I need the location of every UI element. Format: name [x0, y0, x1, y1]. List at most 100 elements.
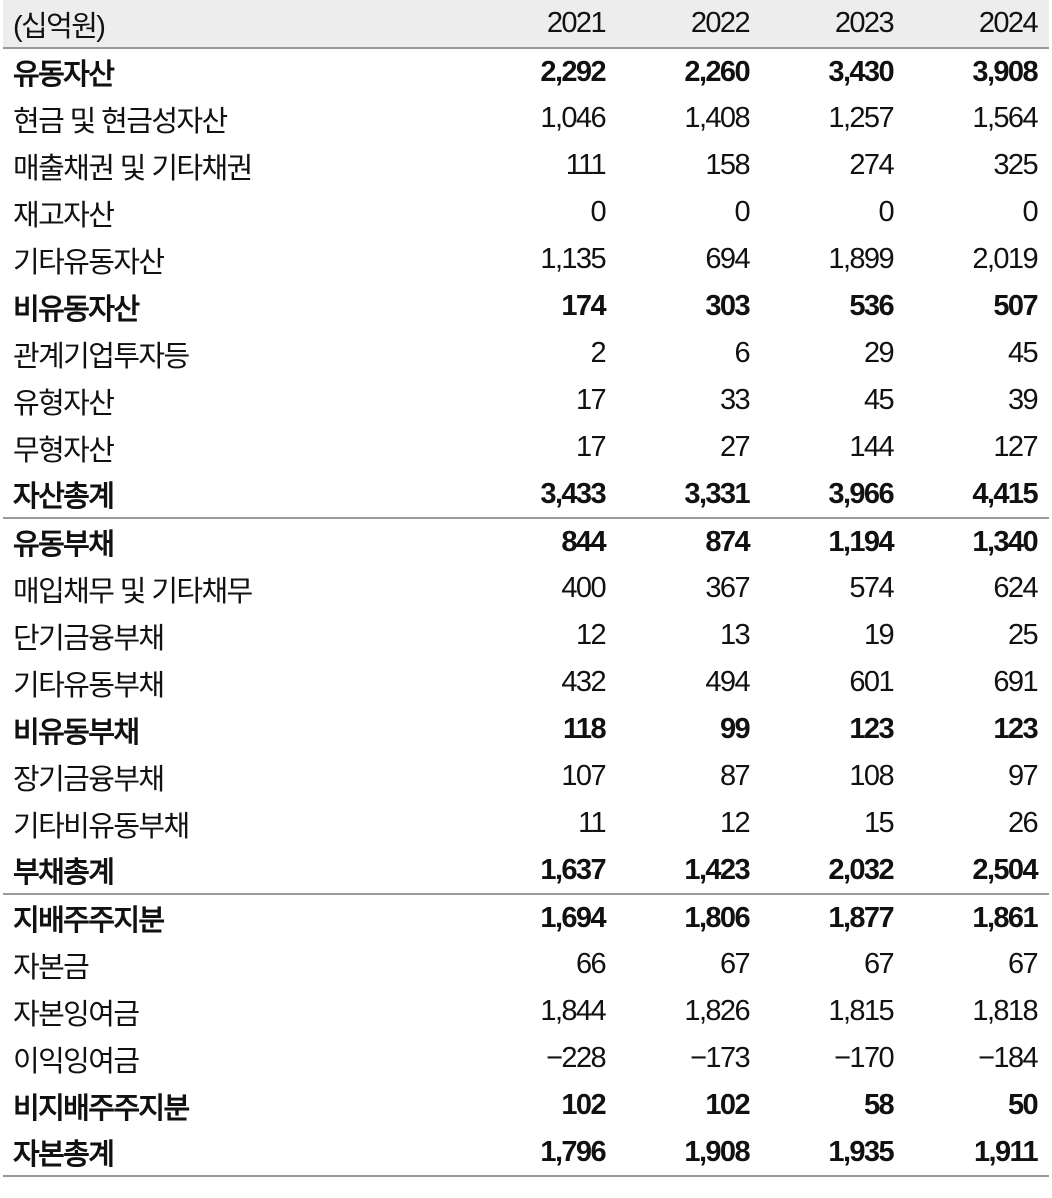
table-row: 기타유동부채 432 494 601 691	[3, 659, 1049, 706]
value-cell: 67	[719, 948, 751, 980]
header-row: (십억원) 2021 2022 2023 2024	[3, 0, 1049, 48]
value-cell: 1,340	[905, 517, 1049, 565]
row-label: 현금 및 현금성자산	[13, 105, 228, 138]
value-cell: 325	[993, 149, 1038, 181]
table-row: 이익잉여금 −228 −173 −170 −184	[3, 1035, 1049, 1082]
value-cell: 1,564	[972, 102, 1038, 134]
table-row: 유동자산 2,292 2,260 3,430 3,908	[3, 48, 1049, 95]
value-cell: −173	[690, 1042, 751, 1074]
value-cell: 3,331	[684, 477, 750, 510]
value-cell: 17	[575, 384, 607, 416]
row-label: 자본잉여금	[13, 998, 140, 1031]
table-row: 자본금 66 67 67 67	[3, 941, 1049, 988]
value-cell: 2,292	[540, 55, 606, 88]
value-cell: 67	[863, 948, 895, 980]
value-cell: 19	[863, 619, 895, 651]
row-label: 비유동자산	[13, 293, 140, 326]
value-cell: 15	[863, 807, 895, 839]
value-cell: 1,899	[828, 243, 894, 275]
value-cell: 1,911	[905, 1129, 1049, 1177]
year-header: 2022	[690, 7, 751, 39]
value-cell: 1,818	[972, 995, 1038, 1027]
value-cell: 694	[705, 243, 750, 275]
row-label: 자본총계	[3, 1129, 473, 1177]
row-label: 지배주주지분	[3, 893, 473, 941]
table-row: 부채총계 1,637 1,423 2,032 2,504	[3, 847, 1049, 894]
value-cell: 174	[561, 290, 606, 322]
row-label: 유동부채	[3, 517, 473, 565]
value-cell: 400	[561, 572, 606, 604]
value-cell: 2,032	[828, 853, 894, 886]
table-row: 현금 및 현금성자산 1,046 1,408 1,257 1,564	[3, 95, 1049, 142]
value-cell: 2,019	[972, 243, 1038, 275]
value-cell: 123	[993, 713, 1038, 745]
table-row: 장기금융부채 107 87 108 97	[3, 753, 1049, 800]
value-cell: 1,423	[684, 853, 750, 886]
row-label: 재고자산	[13, 199, 115, 232]
value-cell: 494	[705, 666, 750, 698]
value-cell: 50	[1007, 1089, 1039, 1121]
value-cell: 3,908	[972, 55, 1038, 88]
value-cell: 97	[1007, 760, 1039, 792]
value-cell: 1,194	[761, 517, 905, 565]
row-label: 단기금융부채	[13, 622, 165, 655]
table-header: (십억원) 2021 2022 2023 2024	[3, 0, 1049, 48]
value-cell: 1,408	[684, 102, 750, 134]
value-cell: 6	[734, 337, 750, 369]
value-cell: 432	[561, 666, 606, 698]
row-label: 매입채무 및 기타채무	[13, 575, 253, 608]
value-cell: 1,935	[761, 1129, 905, 1177]
value-cell: 601	[849, 666, 894, 698]
value-cell: 4,415	[972, 477, 1038, 510]
value-cell: −228	[546, 1042, 607, 1074]
value-cell: 1,826	[684, 995, 750, 1027]
table-row: 단기금융부채 12 13 19 25	[3, 612, 1049, 659]
value-cell: 107	[561, 760, 606, 792]
value-cell: 1,815	[828, 995, 894, 1027]
row-label: 부채총계	[13, 857, 115, 889]
value-cell: 2,260	[684, 55, 750, 88]
table-row: 기타비유동부채 11 12 15 26	[3, 800, 1049, 847]
value-cell: 2,504	[972, 853, 1038, 886]
row-label: 관계기업투자등	[13, 340, 190, 373]
value-cell: 1,046	[540, 102, 606, 134]
row-label: 이익잉여금	[13, 1045, 140, 1078]
value-cell: 29	[863, 337, 895, 369]
value-cell: 3,430	[828, 55, 894, 88]
value-cell: 102	[561, 1089, 606, 1121]
value-cell: 58	[863, 1089, 895, 1121]
table-row: 유형자산 17 33 45 39	[3, 377, 1049, 424]
balance-sheet-table: (십억원) 2021 2022 2023 2024 유동자산 2,292 2,260…	[3, 0, 1049, 1177]
value-cell: 45	[1007, 337, 1039, 369]
value-cell: 11	[578, 807, 607, 839]
year-header: 2023	[834, 7, 895, 39]
table-row: 비유동부채 118 99 123 123	[3, 706, 1049, 753]
value-cell: −184	[978, 1042, 1039, 1074]
table-row: 자본총계 1,796 1,908 1,935 1,911	[3, 1129, 1049, 1177]
row-label: 기타유동자산	[13, 246, 165, 279]
table-row: 비유동자산 174 303 536 507	[3, 283, 1049, 330]
value-cell: 1,694	[473, 893, 617, 941]
row-label: 비유동부채	[13, 716, 140, 749]
value-cell: 536	[849, 290, 894, 322]
value-cell: 26	[1007, 807, 1039, 839]
value-cell: 12	[719, 807, 751, 839]
value-cell: 2	[590, 337, 606, 369]
table-row: 비지배주주지분 102 102 58 50	[3, 1082, 1049, 1129]
row-label: 유형자산	[13, 387, 115, 420]
value-cell: 111	[565, 149, 607, 181]
value-cell: 874	[617, 517, 761, 565]
row-label: 장기금융부채	[13, 763, 165, 796]
value-cell: 1,877	[761, 893, 905, 941]
value-cell: 624	[993, 572, 1038, 604]
value-cell: 27	[719, 431, 751, 463]
value-cell: 108	[849, 760, 894, 792]
value-cell: 0	[590, 196, 606, 228]
table-row: 자산총계 3,433 3,331 3,966 4,415	[3, 471, 1049, 518]
row-label: 비지배주주지분	[13, 1092, 190, 1125]
value-cell: 1,908	[617, 1129, 761, 1177]
value-cell: 0	[734, 196, 750, 228]
value-cell: 367	[705, 572, 750, 604]
value-cell: 1,844	[540, 995, 606, 1027]
